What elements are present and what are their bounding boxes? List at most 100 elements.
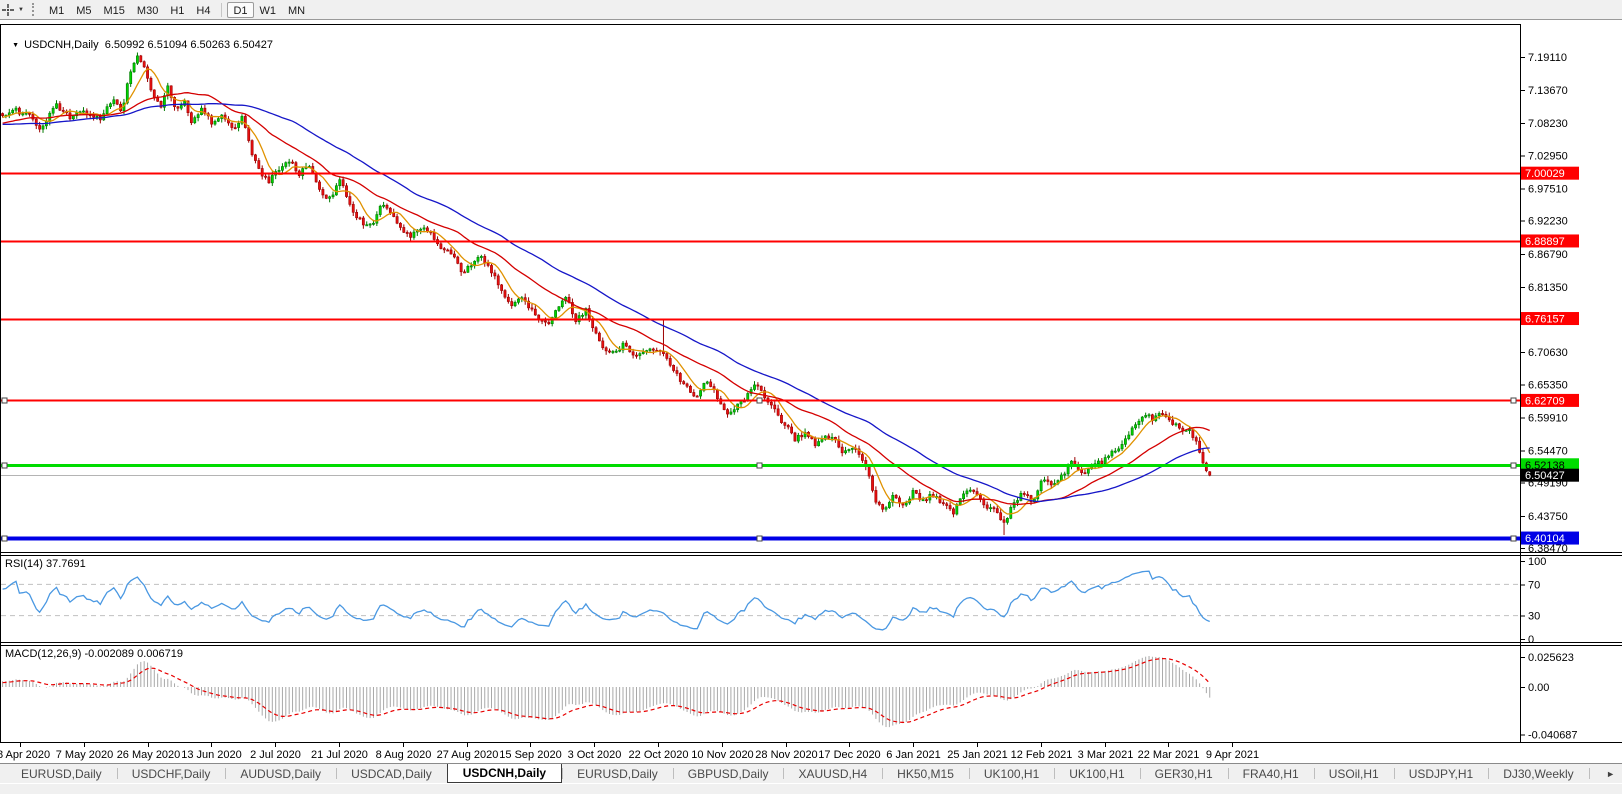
- ma-medium-line[interactable]: [2, 92, 1210, 505]
- svg-text:18 Apr 2020: 18 Apr 2020: [0, 749, 50, 761]
- timeframe-button-M1[interactable]: M1: [43, 2, 70, 18]
- horizontal-levels: [0, 172, 1520, 542]
- ma-slow-line[interactable]: [2, 102, 1210, 503]
- rsi-label: RSI(14) 37.7691: [5, 558, 86, 570]
- svg-text:22 Oct 2020: 22 Oct 2020: [629, 749, 689, 761]
- chart-title: ▼ USDCNH,Daily 6.50992 6.51094 6.50263 6.…: [12, 39, 273, 51]
- tab-label: USOil,H1: [1328, 766, 1379, 781]
- timeframe-button-M30[interactable]: M30: [131, 2, 164, 18]
- svg-text:2 Jul 2020: 2 Jul 2020: [250, 749, 301, 761]
- svg-text:7 May 2020: 7 May 2020: [56, 749, 113, 761]
- tab-label: DJ30,Weekly: [1503, 766, 1574, 781]
- svg-text:0.025623: 0.025623: [1528, 652, 1574, 664]
- chart-tab-XAUUSD-H4[interactable]: XAUUSD,H4: [783, 764, 882, 783]
- svg-text:70: 70: [1528, 579, 1540, 591]
- chart-tab-EURUSD-Daily[interactable]: EURUSD,Daily: [6, 764, 117, 783]
- svg-text:7.13670: 7.13670: [1528, 85, 1568, 97]
- tab-label: USDJPY,H1: [1408, 766, 1474, 781]
- macd-axis: 0.025623 0.00 -0.040687: [1520, 652, 1578, 742]
- level-handle[interactable]: [756, 535, 763, 542]
- level-handle[interactable]: [756, 397, 763, 404]
- svg-text:6.40104: 6.40104: [1525, 533, 1565, 545]
- timeframe-button-D1[interactable]: D1: [227, 1, 254, 18]
- chart-tab-DJ30-Weekly[interactable]: DJ30,Weekly: [1488, 764, 1588, 783]
- chart-tab-EURUSD-Daily[interactable]: EURUSD,Daily: [562, 764, 673, 783]
- panel-borders: [0, 24, 1622, 743]
- tabs-scroll-right-button[interactable]: ►: [1606, 768, 1615, 779]
- chart-tab-USDCAD-Daily[interactable]: USDCAD,Daily: [336, 764, 447, 783]
- macd-signal-line: [2, 657, 1211, 724]
- ma-fast-line[interactable]: [2, 68, 1211, 515]
- tab-label: USDCHF,Daily: [131, 766, 211, 781]
- chart-tab-USOil-H1[interactable]: USOil,H1: [1313, 764, 1394, 783]
- tab-label: AUDUSD,Daily: [240, 766, 322, 781]
- level-handle[interactable]: [1, 462, 8, 469]
- level-handle[interactable]: [1510, 397, 1517, 404]
- tab-label: USDCAD,Daily: [351, 766, 432, 781]
- timeframe-buttons: M1 M5 M15 M30 H1 H4 D1 W1 MN: [43, 0, 311, 19]
- chart-tab-AUDUSD-Daily[interactable]: AUDUSD,Daily: [225, 764, 336, 783]
- level-handle[interactable]: [1, 397, 8, 404]
- dropdown-caret-icon: ▼: [18, 6, 24, 13]
- chart-tab-GER30-H1[interactable]: GER30,H1: [1139, 764, 1228, 783]
- toolbar-grip: [31, 3, 36, 16]
- svg-text:9 Apr 2021: 9 Apr 2021: [1206, 749, 1259, 761]
- macd-label: MACD(12,26,9) -0.002089 0.006719: [5, 648, 183, 660]
- svg-text:7.19110: 7.19110: [1528, 52, 1567, 64]
- tab-label: EURUSD,Daily: [577, 766, 658, 781]
- svg-text:6 Jan 2021: 6 Jan 2021: [886, 749, 940, 761]
- chart-tab-USDCHF-Daily[interactable]: USDCHF,Daily: [116, 764, 226, 783]
- level-handle[interactable]: [756, 462, 763, 469]
- crosshair-icon: [2, 3, 14, 16]
- tab-label: HK50,M15: [897, 766, 954, 781]
- timeframe-button-M15[interactable]: M15: [98, 2, 131, 18]
- rsi-line: [2, 570, 1210, 631]
- tab-label: FRA40,H1: [1242, 766, 1299, 781]
- timeframe-button-MN[interactable]: MN: [282, 2, 311, 18]
- chart-tab-GBPUSD-Daily[interactable]: GBPUSD,Daily: [672, 764, 784, 783]
- chart-tab-HK50-M15[interactable]: HK50,M15: [882, 764, 969, 783]
- crosshair-tool-button[interactable]: ▼: [0, 1, 29, 18]
- svg-text:100: 100: [1528, 556, 1546, 568]
- svg-text:6.43750: 6.43750: [1528, 511, 1568, 523]
- timeframe-button-H1[interactable]: H1: [164, 2, 190, 18]
- toolbar-separator: [221, 2, 223, 17]
- svg-text:15 Sep 2020: 15 Sep 2020: [499, 749, 561, 761]
- svg-text:6.76157: 6.76157: [1525, 314, 1565, 326]
- svg-text:26 May 2020: 26 May 2020: [117, 749, 181, 761]
- chart-tab-UK100-H1[interactable]: UK100,H1: [1054, 764, 1139, 783]
- svg-text:22 Mar 2021: 22 Mar 2021: [1138, 749, 1200, 761]
- level-handle[interactable]: [1510, 462, 1517, 469]
- svg-text:25 Jan 2021: 25 Jan 2021: [947, 749, 1008, 761]
- chart-tab-USDJPY-H1[interactable]: USDJPY,H1: [1393, 764, 1488, 783]
- tab-label: UK100,H1: [1069, 766, 1125, 781]
- svg-text:28 Nov 2020: 28 Nov 2020: [755, 749, 817, 761]
- svg-text:6.62709: 6.62709: [1525, 395, 1565, 407]
- svg-text:21 Jul 2020: 21 Jul 2020: [311, 749, 368, 761]
- timeframe-button-H4[interactable]: H4: [190, 2, 216, 18]
- svg-text:6.86790: 6.86790: [1528, 249, 1568, 261]
- chart-tab-CHINA300-H1[interactable]: CHINA300,H1: [1588, 764, 1603, 783]
- svg-text:13 Jun 2020: 13 Jun 2020: [181, 749, 242, 761]
- svg-text:6.65350: 6.65350: [1528, 379, 1568, 391]
- svg-text:6.92230: 6.92230: [1528, 216, 1568, 228]
- level-handle[interactable]: [1, 535, 8, 542]
- chart-tab-UK100-H1[interactable]: UK100,H1: [968, 764, 1054, 783]
- svg-text:6.38470: 6.38470: [1528, 543, 1568, 555]
- svg-text:6.81350: 6.81350: [1528, 282, 1568, 294]
- svg-text:6.70630: 6.70630: [1528, 347, 1568, 359]
- chart-tab-USDCNH-Daily[interactable]: USDCNH,Daily: [446, 764, 563, 783]
- svg-text:3 Mar 2021: 3 Mar 2021: [1078, 749, 1134, 761]
- chart-tabs-bar: EURUSD,Daily USDCHF,Daily AUDUSD,Daily USDC…: [0, 763, 1622, 783]
- level-handle[interactable]: [1510, 535, 1517, 542]
- collapse-triangle-icon[interactable]: ▼: [12, 42, 20, 49]
- timeframe-button-M5[interactable]: M5: [70, 2, 97, 18]
- svg-text:10 Nov 2020: 10 Nov 2020: [691, 749, 753, 761]
- chart-tab-FRA40-H1[interactable]: FRA40,H1: [1227, 764, 1314, 783]
- price-axis: 7.19110 7.13670 7.08230 7.02950 6.97510 6.922…: [1520, 52, 1579, 555]
- svg-text:-0.040687: -0.040687: [1528, 730, 1578, 742]
- main-toolbar: ▼ M1 M5 M15 M30 H1 H4 D1 W1 MN: [0, 0, 1622, 20]
- svg-text:0: 0: [1528, 634, 1534, 646]
- timeframe-button-W1[interactable]: W1: [254, 2, 283, 18]
